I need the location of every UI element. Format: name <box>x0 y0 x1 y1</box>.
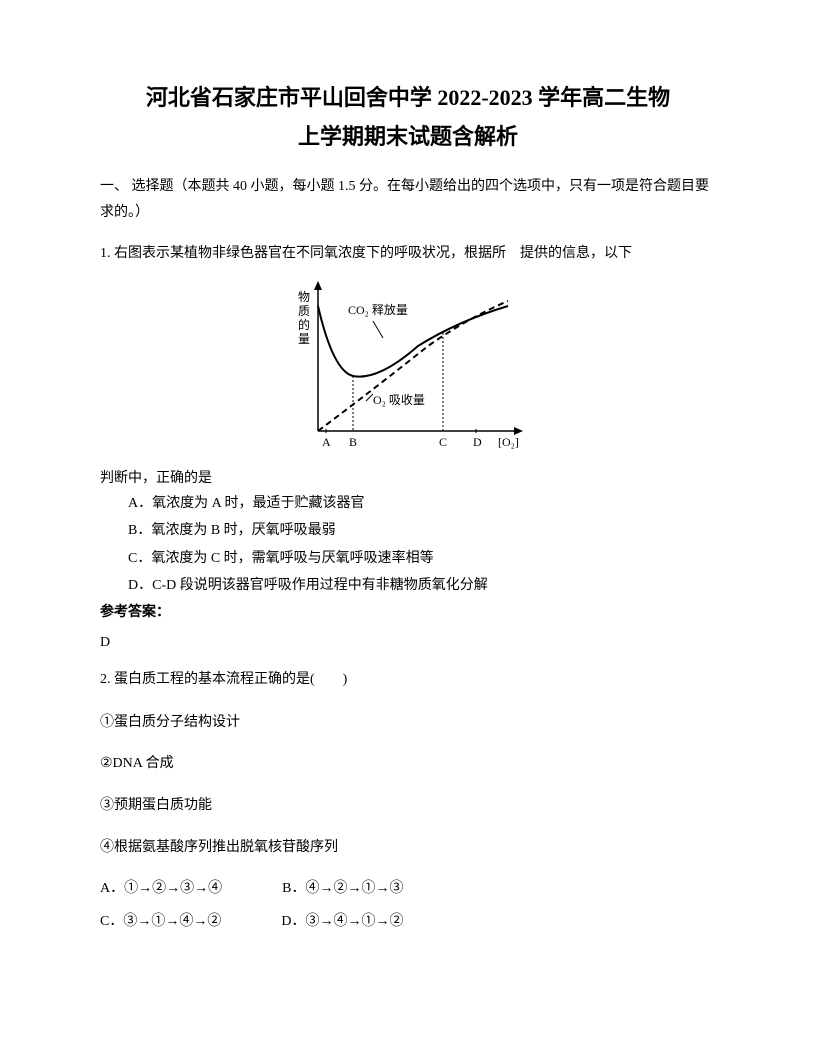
q1-option-a: A．氧浓度为 A 时，最适于贮藏该器官 <box>128 491 716 516</box>
tick-c: C <box>439 435 447 449</box>
question-2: 2. 蛋白质工程的基本流程正确的是( ) ①蛋白质分子结构设计 ②DNA 合成 … <box>100 667 716 933</box>
q1-option-b: B．氧浓度为 B 时，厌氧呼吸最弱 <box>128 518 716 543</box>
q2-option-b: B．④→②→①→③ <box>282 878 403 900</box>
doc-title-line1: 河北省石家庄市平山回舍中学 2022-2023 学年高二生物 <box>100 80 716 115</box>
q1-option-d: D．C-D 段说明该器官呼吸作用过程中有非糖物质氧化分解 <box>128 573 716 598</box>
q2-options-row2: C．③→①→④→② D．③→④→①→② <box>100 911 716 933</box>
q1-prefix: 1. 右图表示某植物非绿色器官在不同氧浓度下的呼吸状况，根据所 提供的信息，以下 <box>100 241 716 266</box>
co2-curve <box>318 306 508 377</box>
question-1: 1. 右图表示某植物非绿色器官在不同氧浓度下的呼吸状况，根据所 提供的信息，以下… <box>100 241 716 655</box>
q2-items: ①蛋白质分子结构设计 ②DNA 合成 ③预期蛋白质功能 ④根据氨基酸序列推出脱氧… <box>100 706 716 864</box>
x-axis-label: [O₂] <box>498 435 519 449</box>
q2-item-3: ③预期蛋白质功能 <box>100 789 716 823</box>
section-header: 一、 选择题（本题共 40 小题，每小题 1.5 分。在每小题给出的四个选项中，… <box>100 174 716 224</box>
co2-label: CO₂ 释放量 <box>348 302 408 317</box>
q2-option-c: C．③→①→④→② <box>100 911 221 933</box>
ylabel-char1: 物 <box>298 290 310 304</box>
q1-option-c: C．氧浓度为 C 时，需氧呼吸与厌氧呼吸速率相等 <box>128 546 716 571</box>
q2-item-4: ④根据氨基酸序列推出脱氧核苷酸序列 <box>100 831 716 865</box>
answer-label: 参考答案： <box>100 602 716 624</box>
q1-answer: D <box>100 632 716 654</box>
chart-container: 物 质 的 量 CO₂ 释放量 O₂ 吸收量 A B C D [O₂] <box>100 276 716 456</box>
ylabel-char2: 质 <box>298 304 310 318</box>
tick-d: D <box>473 435 482 449</box>
respiration-chart: 物 质 的 量 CO₂ 释放量 O₂ 吸收量 A B C D [O₂] <box>278 276 538 456</box>
tick-a: A <box>322 435 331 449</box>
o2-label: O₂ 吸收量 <box>373 393 425 407</box>
q2-option-a: A．①→②→③→④ <box>100 878 222 900</box>
ylabel-char3: 的 <box>298 317 310 332</box>
q2-item-2: ②DNA 合成 <box>100 747 716 781</box>
o2-curve <box>318 301 508 431</box>
q2-options-row1: A．①→②→③→④ B．④→②→①→③ <box>100 878 716 900</box>
q1-suffix: 判断中，正确的是 <box>100 471 212 486</box>
ylabel-char4: 量 <box>298 332 310 346</box>
doc-title-line2: 上学期期末试题含解析 <box>100 119 716 154</box>
q2-option-d: D．③→④→①→② <box>281 911 403 933</box>
q2-item-1: ①蛋白质分子结构设计 <box>100 706 716 740</box>
q1-options: A．氧浓度为 A 时，最适于贮藏该器官 B．氧浓度为 B 时，厌氧呼吸最弱 C．… <box>128 491 716 598</box>
q2-text: 2. 蛋白质工程的基本流程正确的是( ) <box>100 667 716 692</box>
tick-b: B <box>349 435 357 449</box>
